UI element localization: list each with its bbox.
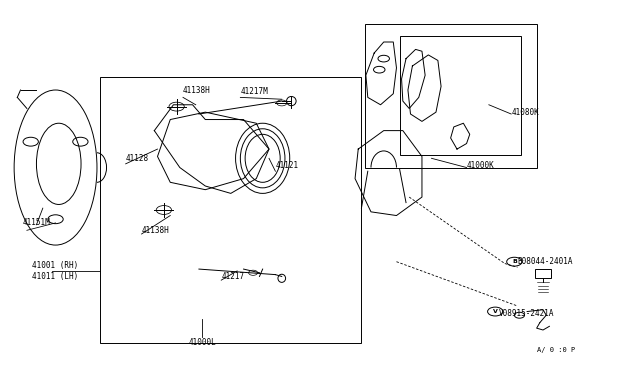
Bar [399,36,521,155]
Text: 41151M: 41151M [22,218,51,227]
Text: V: V [493,309,498,314]
Text: 41217M: 41217M [241,87,268,96]
Text: B08044-2401A: B08044-2401A [518,257,573,266]
Bar [365,23,537,167]
Text: 41011 (LH): 41011 (LH) [32,272,78,281]
Bar [100,77,362,343]
Text: B: B [512,259,516,264]
Bar [536,269,550,278]
Text: 41138H: 41138H [183,86,211,94]
Text: 41128: 41128 [125,154,148,163]
Text: A/ 0 :0 P: A/ 0 :0 P [537,347,575,353]
Text: 41121: 41121 [275,161,298,170]
Text: 41080K: 41080K [511,108,539,117]
Text: 41138H: 41138H [141,226,170,235]
Text: 41217: 41217 [221,272,244,281]
Text: V08915-2421A: V08915-2421A [499,309,554,318]
Text: 41001 (RH): 41001 (RH) [32,261,78,270]
Text: 41000L: 41000L [188,339,216,347]
Text: 41000K: 41000K [467,161,494,170]
